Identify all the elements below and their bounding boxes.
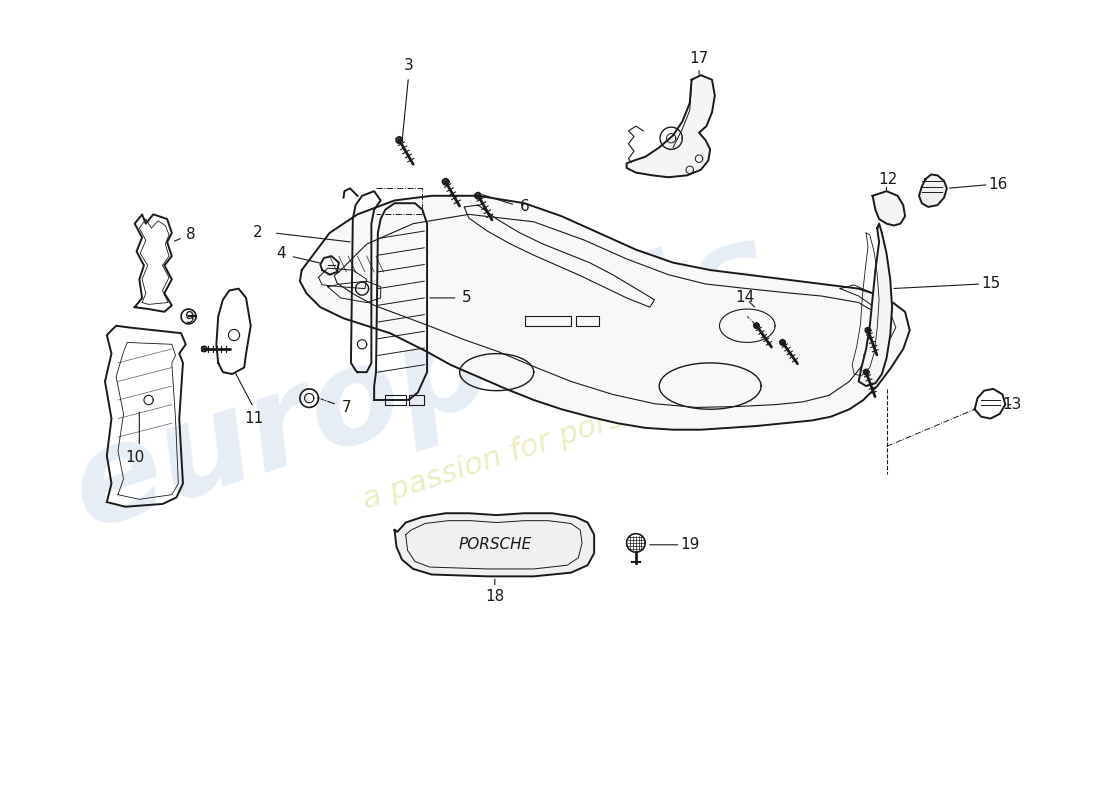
Text: 8: 8	[186, 227, 195, 242]
Polygon shape	[300, 196, 910, 430]
Text: 6: 6	[519, 199, 529, 214]
Text: 4: 4	[276, 246, 286, 261]
Text: 9: 9	[186, 311, 195, 326]
Text: 15: 15	[981, 277, 1000, 291]
Text: 11: 11	[244, 411, 263, 426]
Polygon shape	[395, 514, 594, 576]
Polygon shape	[872, 191, 905, 226]
Text: 3: 3	[404, 58, 414, 74]
Text: 14: 14	[736, 290, 755, 306]
Text: 7: 7	[341, 400, 351, 415]
Text: 18: 18	[485, 590, 505, 604]
Polygon shape	[859, 224, 892, 386]
Text: 19: 19	[680, 538, 700, 552]
Text: a passion for porsche parts: a passion for porsche parts	[360, 359, 763, 515]
Text: 16: 16	[988, 177, 1008, 192]
Polygon shape	[627, 75, 715, 178]
Text: 17: 17	[690, 51, 708, 66]
Text: 13: 13	[1002, 397, 1022, 412]
Text: 12: 12	[879, 171, 898, 186]
Text: 2: 2	[252, 226, 262, 241]
Text: 5: 5	[462, 290, 472, 306]
Polygon shape	[918, 174, 947, 207]
Text: europarts: europarts	[56, 208, 789, 554]
Text: PORSCHE: PORSCHE	[459, 538, 531, 552]
Text: 10: 10	[125, 450, 144, 465]
